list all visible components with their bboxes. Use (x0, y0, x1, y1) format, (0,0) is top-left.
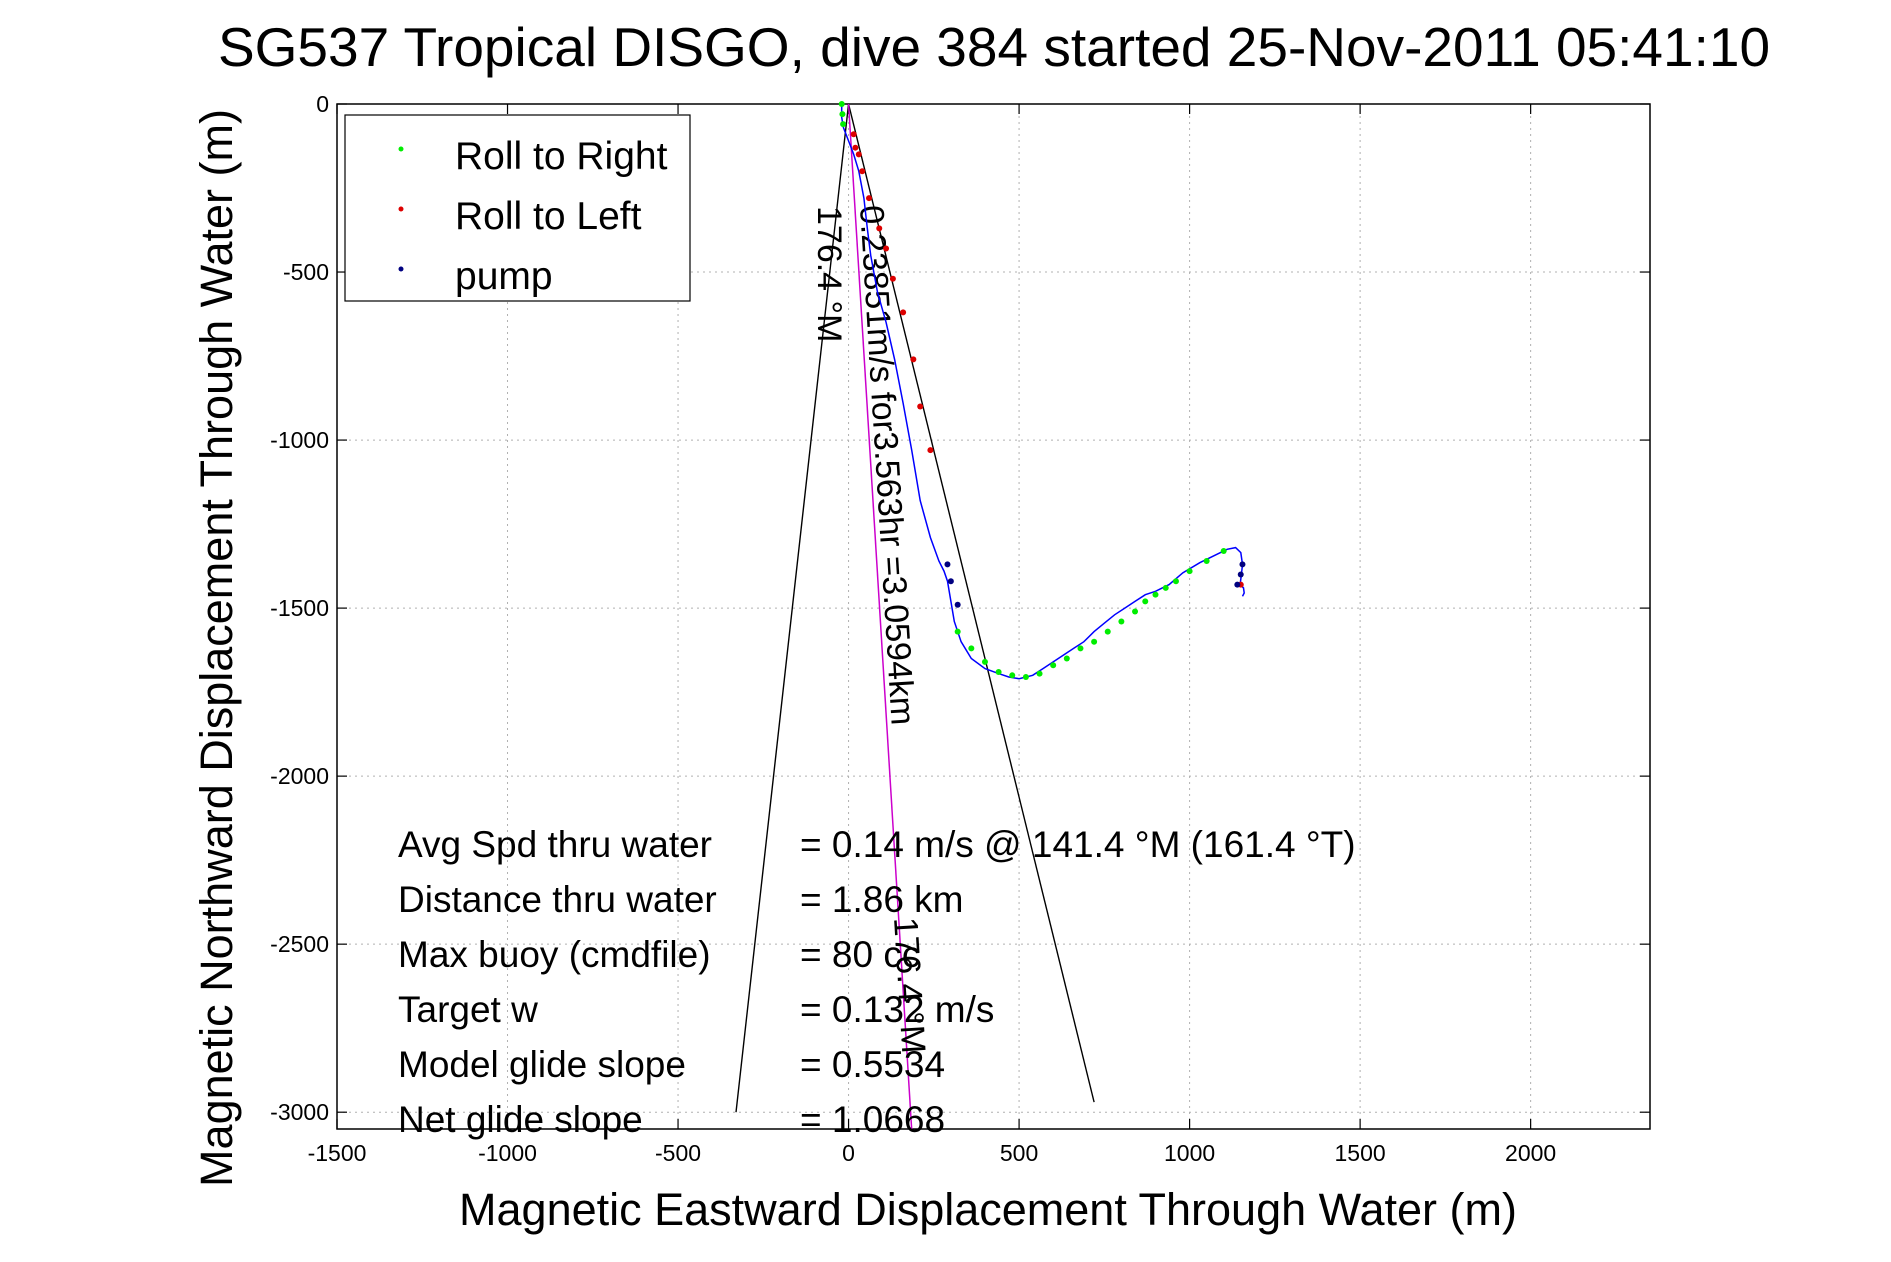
series-point (900, 309, 907, 316)
x-axis-label: Magnetic Eastward Displacement Through W… (459, 1184, 1517, 1235)
series-point (866, 195, 873, 202)
series-point (1132, 608, 1139, 615)
y-axis: 0 -500 -1000 -1500 -2000 -2500 -3000 (270, 91, 1650, 1125)
info-label: Model glide slope (398, 1044, 686, 1085)
series-point (910, 356, 917, 363)
series-point (954, 628, 961, 635)
series-point (1104, 628, 1111, 635)
series-point (1091, 638, 1098, 645)
series-point (838, 101, 845, 107)
series-point (1077, 645, 1084, 652)
info-value: = 1.86 km (800, 879, 964, 920)
info-label: Net glide slope (398, 1099, 643, 1140)
series-point (1063, 655, 1070, 662)
x-axis: -1500 -1000 -500 0 500 1000 1500 2000 (308, 104, 1556, 1166)
info-value: = 0.14 m/s @ 141.4 °M (161.4 °T) (800, 824, 1356, 865)
legend-label: Roll to Left (455, 195, 642, 238)
chart-title: SG537 Tropical DISGO, dive 384 started 2… (218, 16, 1770, 78)
y-tick-label: 0 (316, 91, 329, 117)
heading-line (847, 103, 1095, 1103)
info-label: Avg Spd thru water (398, 824, 712, 865)
legend-marker (398, 206, 404, 212)
info-value: = 80 cc (800, 934, 920, 975)
x-tick-label: -1500 (308, 1140, 367, 1166)
current-line (847, 103, 913, 1130)
info-label: Distance thru water (398, 879, 717, 920)
x-tick-label: -500 (655, 1140, 701, 1166)
series-point (968, 645, 975, 652)
y-tick-label: -2500 (270, 931, 329, 957)
heading-line (735, 103, 850, 1113)
y-tick-label: -1000 (270, 427, 329, 453)
legend-marker (398, 146, 404, 152)
series-point (1118, 618, 1125, 625)
series-point (855, 151, 862, 158)
series-point (944, 561, 951, 568)
series-point (1220, 547, 1227, 554)
track-line (840, 104, 1245, 680)
series-point (1036, 670, 1043, 677)
x-tick-label: 500 (1000, 1140, 1038, 1166)
x-tick-label: 0 (842, 1140, 855, 1166)
series-point (995, 668, 1002, 675)
series-point (927, 447, 934, 454)
legend: Roll to Right Roll to Left pump (344, 114, 691, 302)
series-point (981, 658, 988, 665)
series-point (947, 578, 954, 585)
y-tick-label: -3000 (270, 1099, 329, 1125)
x-tick-label: 1000 (1164, 1140, 1215, 1166)
y-axis-label: Magnetic Northward Displacement Through … (191, 109, 242, 1187)
series-point (1142, 598, 1149, 605)
x-tick-label: 2000 (1505, 1140, 1556, 1166)
current-line-heading-label: 176.4 °M (886, 916, 932, 1055)
info-label: Target w (398, 989, 538, 1030)
series-point (883, 245, 890, 252)
legend-label: Roll to Right (455, 135, 668, 178)
series-group (838, 101, 1246, 680)
legend-marker (398, 266, 404, 272)
info-value: = 0.5534 (800, 1044, 945, 1085)
info-box: Avg Spd thru water = 0.14 m/s @ 141.4 °M … (398, 824, 1356, 1140)
info-value: = 0.132 m/s (800, 989, 994, 1030)
series-point (1172, 578, 1179, 585)
series-point (850, 131, 857, 138)
series-point (876, 225, 883, 232)
plot-frame (336, 103, 1651, 1130)
x-tick-label: 1500 (1335, 1140, 1386, 1166)
series-point (852, 144, 859, 151)
y-tick-label: -2000 (270, 763, 329, 789)
series-point (1152, 591, 1159, 598)
track-group (840, 104, 1245, 680)
heading-lines: 176.4 °M (735, 103, 1095, 1113)
y-tick-label: -500 (283, 259, 329, 285)
series-point (1009, 672, 1016, 679)
series-point (917, 403, 924, 410)
series-point (840, 121, 847, 128)
y-tick-label: -1500 (270, 595, 329, 621)
series-point (1203, 558, 1210, 565)
info-value: = 1.0668 (800, 1099, 945, 1140)
x-tick-label: -1000 (478, 1140, 537, 1166)
heading-line-label: 176.4 °M (810, 206, 848, 342)
info-label: Max buoy (cmdfile) (398, 934, 711, 975)
legend-label: pump (455, 255, 553, 298)
series-point (1162, 584, 1169, 591)
series-point (1186, 568, 1193, 575)
series-point (839, 111, 846, 118)
series-point (1239, 561, 1246, 568)
series-point (1022, 673, 1029, 680)
series-point (1237, 571, 1244, 578)
series-point (954, 601, 961, 608)
series-point (1050, 662, 1057, 669)
series-point (889, 275, 896, 282)
series-point (1234, 581, 1241, 588)
series-point (859, 168, 866, 175)
